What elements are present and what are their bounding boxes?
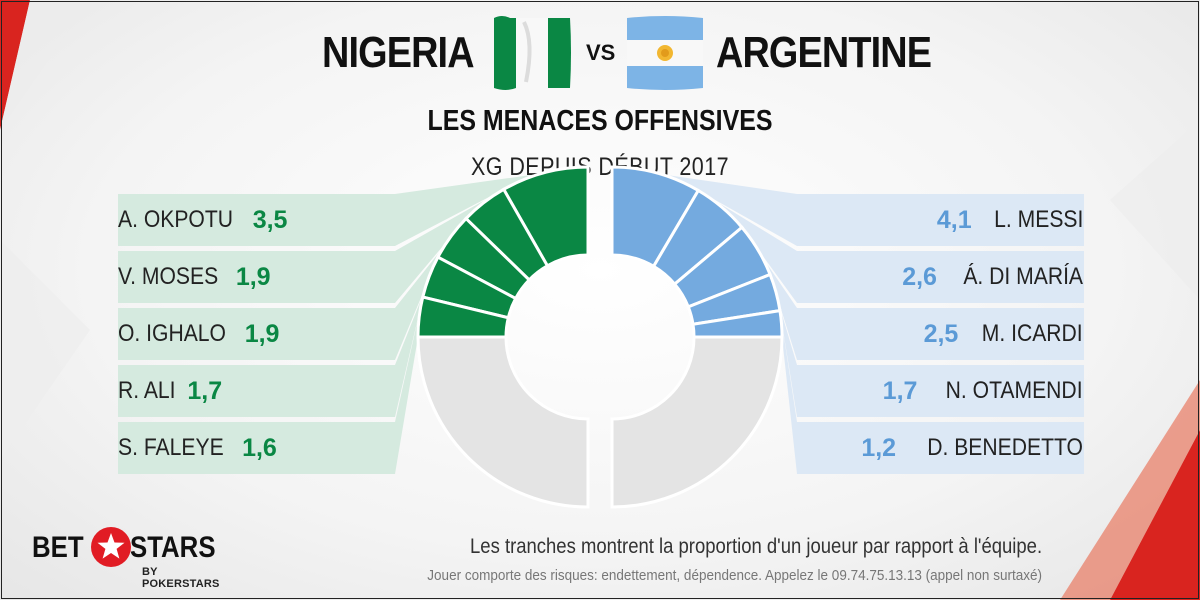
player-name: M. ICARDI bbox=[982, 320, 1083, 347]
nigeria-row-panel bbox=[118, 251, 395, 303]
nigeria-row: S. FALEYE 1,6 bbox=[118, 422, 393, 474]
player-name: A. OKPOTU bbox=[118, 206, 234, 233]
argentina-row: 1,2 D. BENEDETTO bbox=[800, 422, 1083, 474]
argentina-rest-slice bbox=[610, 335, 784, 509]
xg-value: 3,5 bbox=[252, 205, 288, 234]
xg-value: 4,1 bbox=[936, 205, 972, 234]
gambling-disclaimer: Jouer comporte des risques: endettement,… bbox=[427, 567, 1042, 584]
nigeria-connector bbox=[395, 167, 588, 246]
player-name: O. IGHALO bbox=[118, 320, 226, 347]
nigeria-row: R. ALI 1,7 bbox=[118, 365, 393, 417]
argentina-row-panel bbox=[797, 251, 1084, 303]
argentina-connector bbox=[698, 190, 797, 303]
logo-tagline: BY POKERSTARS bbox=[142, 566, 220, 590]
argentina-row-panel bbox=[797, 365, 1084, 417]
nigeria-rest-slice bbox=[416, 335, 590, 509]
argentina-row-panel bbox=[797, 194, 1084, 246]
logo-text-bet: BET bbox=[32, 531, 84, 564]
xg-value: 1,9 bbox=[244, 319, 280, 348]
chart-caption: Les tranches montrent la proportion d'un… bbox=[469, 535, 1042, 558]
vs-label: VS bbox=[586, 40, 616, 65]
chart-title: LES MENACES OFFENSIVES bbox=[427, 105, 773, 137]
nigeria-row-panel bbox=[118, 422, 395, 474]
player-name: R. ALI bbox=[118, 377, 176, 404]
logo-text-stars: STARS bbox=[130, 531, 216, 564]
argentina-connector bbox=[779, 310, 797, 474]
betstars-logo: BET STARS BY POKERSTARS bbox=[32, 526, 232, 590]
xg-value: 1,9 bbox=[235, 262, 271, 291]
team-left-title: NIGERIA bbox=[322, 28, 475, 77]
nigeria-row-panel bbox=[118, 194, 395, 246]
argentina-row: 4,1 L. MESSI bbox=[800, 194, 1083, 246]
player-name: V. MOSES bbox=[118, 263, 219, 290]
argentina-row-panel bbox=[797, 308, 1084, 360]
xg-value: 1,2 bbox=[861, 433, 897, 462]
player-name: L. MESSI bbox=[993, 206, 1083, 233]
nigeria-flag-icon bbox=[494, 16, 571, 90]
player-name: S. FALEYE bbox=[118, 434, 224, 461]
chart-subtitle: XG DEPUIS DÉBUT 2017 bbox=[471, 153, 729, 181]
nigeria-connector bbox=[395, 297, 423, 474]
nigeria-row: A. OKPOTU 3,5 bbox=[118, 194, 393, 246]
argentina-row: 2,6 Á. DI MARÍA bbox=[800, 251, 1083, 303]
player-name: Á. DI MARÍA bbox=[963, 263, 1083, 290]
team-right-title: ARGENTINE bbox=[716, 28, 932, 77]
argentina-row-panel bbox=[797, 422, 1084, 474]
xg-value: 2,5 bbox=[923, 319, 959, 348]
xg-value: 1,7 bbox=[187, 376, 223, 405]
player-name: D. BENEDETTO bbox=[927, 434, 1083, 461]
nigeria-row: O. IGHALO 1,9 bbox=[118, 308, 393, 360]
player-name: N. OTAMENDI bbox=[946, 377, 1083, 404]
nigeria-row-panel bbox=[118, 308, 395, 360]
star-logo-icon bbox=[91, 527, 131, 567]
nigeria-row-panel bbox=[118, 365, 395, 417]
argentina-row: 2,5 M. ICARDI bbox=[800, 308, 1083, 360]
nigeria-row: V. MOSES 1,9 bbox=[118, 251, 393, 303]
xg-value: 2,6 bbox=[902, 262, 937, 291]
xg-value: 1,7 bbox=[882, 376, 918, 405]
argentina-connector bbox=[612, 167, 797, 246]
argentina-connector bbox=[741, 227, 797, 360]
xg-value: 1,6 bbox=[242, 433, 277, 462]
argentina-row: 1,7 N. OTAMENDI bbox=[800, 365, 1083, 417]
nigeria-connector bbox=[395, 189, 504, 303]
argentina-flag-icon bbox=[627, 16, 703, 90]
